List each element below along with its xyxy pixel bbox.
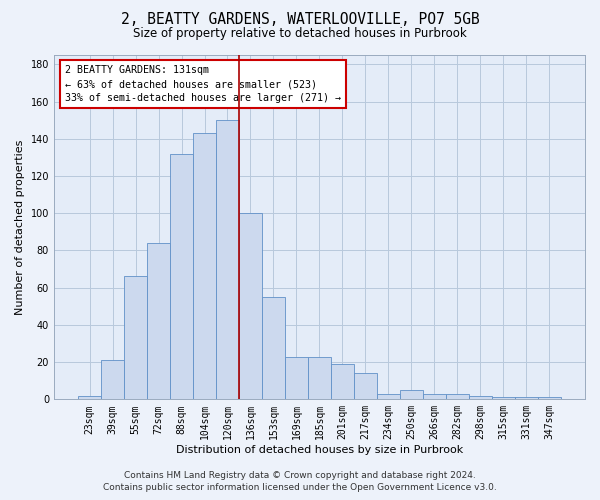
Bar — [124, 276, 147, 400]
X-axis label: Distribution of detached houses by size in Purbrook: Distribution of detached houses by size … — [176, 445, 463, 455]
Bar — [538, 398, 561, 400]
Bar — [78, 396, 101, 400]
Bar — [515, 398, 538, 400]
Bar — [170, 154, 193, 400]
Y-axis label: Number of detached properties: Number of detached properties — [15, 140, 25, 315]
Bar — [331, 364, 354, 400]
Bar — [354, 374, 377, 400]
Text: 2 BEATTY GARDENS: 131sqm
← 63% of detached houses are smaller (523)
33% of semi-: 2 BEATTY GARDENS: 131sqm ← 63% of detach… — [65, 66, 341, 104]
Bar — [492, 398, 515, 400]
Bar — [262, 297, 285, 400]
Bar — [147, 243, 170, 400]
Bar — [377, 394, 400, 400]
Bar — [308, 356, 331, 400]
Bar — [193, 133, 216, 400]
Bar — [446, 394, 469, 400]
Text: Contains HM Land Registry data © Crown copyright and database right 2024.
Contai: Contains HM Land Registry data © Crown c… — [103, 471, 497, 492]
Bar — [239, 213, 262, 400]
Bar — [469, 396, 492, 400]
Bar — [101, 360, 124, 400]
Text: Size of property relative to detached houses in Purbrook: Size of property relative to detached ho… — [133, 28, 467, 40]
Bar — [423, 394, 446, 400]
Text: 2, BEATTY GARDENS, WATERLOOVILLE, PO7 5GB: 2, BEATTY GARDENS, WATERLOOVILLE, PO7 5G… — [121, 12, 479, 28]
Bar — [216, 120, 239, 400]
Bar — [285, 356, 308, 400]
Bar — [400, 390, 423, 400]
